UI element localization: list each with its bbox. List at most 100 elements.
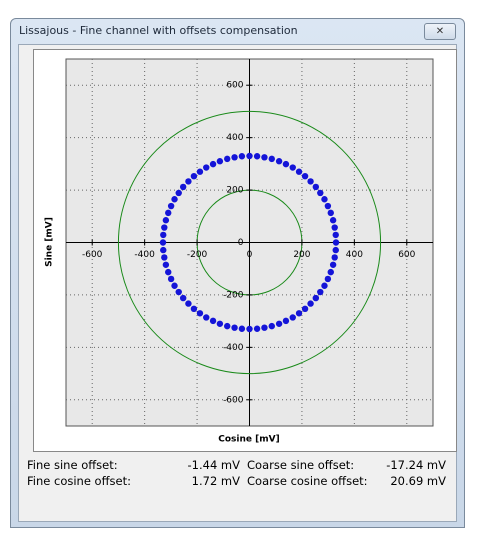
data-point (246, 152, 253, 160)
data-point (224, 322, 231, 330)
data-point (312, 183, 320, 191)
x-tick-label: 0 (247, 250, 253, 260)
data-point (317, 288, 324, 296)
offset-label: Coarse cosine offset: (247, 474, 368, 488)
data-point (165, 268, 172, 276)
data-point (332, 231, 339, 239)
data-point (209, 317, 217, 325)
data-point (179, 183, 187, 191)
data-point (289, 314, 296, 321)
data-point (175, 189, 182, 197)
data-point (329, 261, 337, 268)
data-point (185, 178, 192, 185)
x-tick-label: -600 (82, 250, 103, 260)
y-tick-label: -600 (223, 395, 244, 405)
data-point (167, 202, 175, 210)
x-tick-label: 400 (346, 250, 363, 260)
data-point (275, 320, 283, 327)
data-point (331, 224, 338, 231)
data-point (161, 254, 168, 261)
data-point (190, 305, 198, 313)
data-point (329, 217, 337, 224)
data-point (312, 294, 320, 302)
y-axis-label: Sine [mV] (45, 217, 55, 267)
data-point (238, 325, 246, 332)
data-point (185, 300, 192, 307)
data-point (295, 310, 303, 317)
data-point (282, 317, 290, 325)
data-point (159, 239, 167, 246)
data-point (307, 178, 314, 185)
data-point (216, 158, 224, 165)
data-point (301, 172, 309, 180)
chart: Cosine [mV] Sine [mV] -600 -400 -200 0 200 40… (33, 49, 457, 452)
data-point (321, 282, 328, 289)
data-point (209, 160, 217, 168)
data-point (171, 282, 178, 289)
data-point (224, 155, 231, 163)
data-point (175, 288, 182, 296)
data-point (216, 320, 224, 327)
data-point (332, 239, 340, 246)
data-point (165, 209, 172, 217)
data-point (332, 246, 339, 254)
y-tick-label: 600 (226, 81, 243, 91)
x-tick-label: 200 (293, 250, 310, 260)
close-button[interactable]: ✕ (424, 23, 456, 40)
reference-circle (117, 110, 382, 375)
data-point (231, 324, 238, 331)
data-point (324, 275, 332, 283)
offset-label: Coarse sine offset: (247, 458, 355, 472)
client-area: Cosine [mV] Sine [mV] -600 -400 -200 0 200 40… (18, 44, 457, 522)
data-point (203, 314, 210, 321)
data-point (190, 172, 198, 180)
y-tick-label: 400 (226, 133, 243, 143)
y-tick-label: 200 (226, 186, 243, 196)
data-point (268, 155, 275, 163)
data-point (162, 261, 170, 268)
data-point (301, 305, 309, 313)
data-point (282, 160, 290, 168)
x-tick-label: -400 (134, 250, 155, 260)
data-point (253, 153, 261, 160)
data-point (331, 254, 338, 261)
data-point (196, 310, 204, 317)
offset-value: 20.69 mV (390, 474, 446, 488)
data-point (327, 268, 334, 276)
window-title: Lissajous - Fine channel with offsets co… (19, 24, 298, 37)
data-point (317, 189, 324, 197)
data-point (321, 196, 328, 203)
data-point (295, 168, 303, 175)
data-point (196, 168, 204, 175)
data-point (167, 275, 175, 283)
data-point (162, 217, 170, 224)
data-point (307, 300, 314, 307)
data-point (327, 209, 334, 217)
y-tick-label: -200 (223, 290, 244, 300)
x-axis-label: Cosine [mV] (218, 435, 279, 445)
data-point (238, 153, 246, 160)
offset-value: 1.72 mV (191, 474, 240, 488)
data-point (289, 164, 296, 171)
y-tick-label: -400 (223, 343, 244, 353)
data-point (261, 154, 268, 161)
offset-label: Fine cosine offset: (27, 474, 131, 488)
data-point (268, 322, 275, 330)
data-point (253, 325, 261, 332)
data-point (324, 202, 332, 210)
data-point (203, 164, 210, 171)
data-point (160, 246, 167, 254)
data-point (275, 158, 283, 165)
data-point (161, 224, 168, 231)
y-tick-label: 0 (238, 238, 244, 248)
offset-value: -1.44 mV (187, 458, 240, 472)
data-point (231, 154, 238, 161)
x-tick-label: -200 (187, 250, 208, 260)
data-point (171, 196, 178, 203)
data-point (160, 231, 167, 239)
data-point (261, 324, 268, 331)
offset-label: Fine sine offset: (27, 458, 118, 472)
window: Lissajous - Fine channel with offsets co… (10, 18, 465, 528)
x-tick-label: 600 (398, 250, 415, 260)
